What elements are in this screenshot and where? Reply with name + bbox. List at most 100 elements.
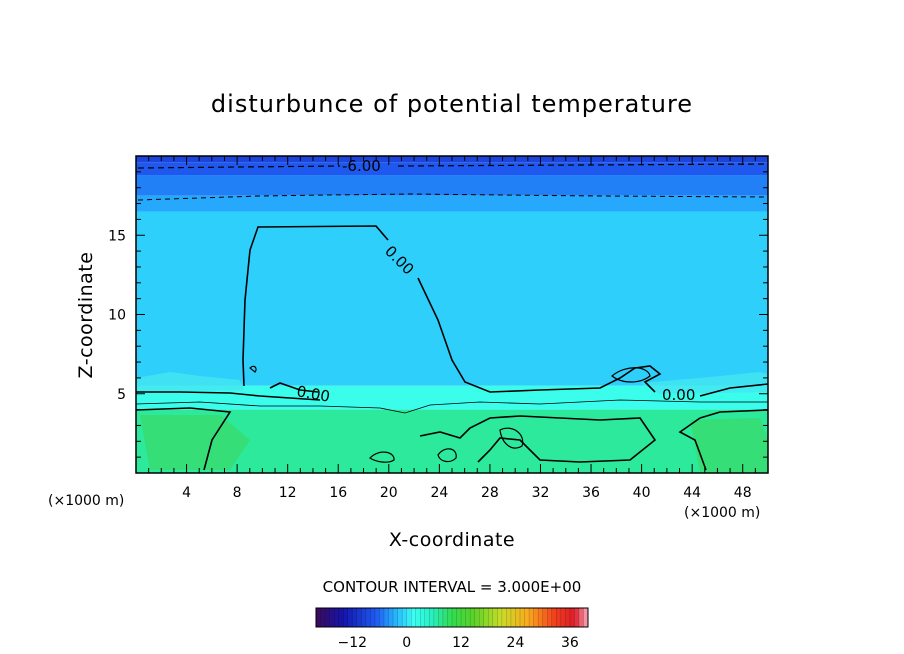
colorbar-swatch bbox=[547, 608, 553, 627]
colorbar-swatch bbox=[565, 608, 571, 627]
axis-ticks bbox=[136, 156, 768, 473]
boundary-fringe bbox=[640, 372, 768, 394]
colorbar-swatch bbox=[488, 608, 494, 627]
x-tick-label: 4 bbox=[182, 485, 191, 501]
x-tick-label: 32 bbox=[532, 485, 550, 501]
x-tick-label: 20 bbox=[380, 485, 398, 501]
colorbar-frame bbox=[315, 607, 589, 628]
colorbar-swatch bbox=[347, 608, 353, 627]
colorbar-swatch bbox=[433, 608, 439, 627]
colorbar-swatch bbox=[574, 608, 580, 627]
y-tick-label: 15 bbox=[108, 228, 126, 244]
colorbar-swatch bbox=[415, 608, 421, 627]
colorbar-swatch bbox=[329, 608, 335, 627]
colorbar-swatch bbox=[492, 608, 498, 627]
colorbar-swatch bbox=[515, 608, 521, 627]
colorbar-tick-label: 12 bbox=[452, 635, 470, 651]
colorbar-swatch bbox=[320, 608, 326, 627]
contour-blob bbox=[249, 365, 257, 373]
x-tick-label: 44 bbox=[683, 485, 701, 501]
colorbar-tick-label: 36 bbox=[561, 635, 579, 651]
colorbar-swatch bbox=[479, 608, 485, 627]
colorbar-swatch bbox=[429, 608, 435, 627]
y-tick-label: 5 bbox=[117, 387, 126, 403]
colorbar-swatch bbox=[524, 608, 530, 627]
colorbar-tick-label: 24 bbox=[507, 635, 525, 651]
colorbar-swatch bbox=[497, 608, 503, 627]
contour-interval-label: CONTOUR INTERVAL = 3.000E+00 bbox=[323, 578, 582, 596]
colorbar-swatch bbox=[361, 608, 367, 627]
colorbar-swatch bbox=[520, 608, 525, 627]
colorbar-swatch bbox=[560, 608, 566, 627]
colorbar-swatch bbox=[456, 608, 462, 627]
surface-warm-patch bbox=[690, 418, 768, 472]
colorbar-tick-label: 0 bbox=[402, 635, 411, 651]
colorbar-swatch bbox=[501, 608, 507, 627]
contour-line-surface bbox=[135, 407, 769, 471]
x-axis-unit: (×1000 m) bbox=[684, 505, 760, 521]
y-tick-label: 10 bbox=[108, 308, 126, 324]
colorbar-swatch bbox=[334, 608, 340, 627]
colorbar-swatch bbox=[474, 608, 480, 627]
contour-lines bbox=[135, 163, 769, 471]
x-tick-label: 16 bbox=[329, 485, 347, 501]
contour-label: -6.00 bbox=[342, 157, 381, 175]
contour-blob bbox=[369, 451, 395, 463]
x-tick-label: 48 bbox=[734, 485, 752, 501]
colorbar-swatch bbox=[370, 608, 376, 627]
colorbar-swatch bbox=[533, 608, 539, 627]
contour-label: 0.00 bbox=[662, 386, 695, 404]
colorbar-swatch bbox=[393, 608, 398, 627]
colorbar-swatch bbox=[397, 608, 403, 627]
x-tick-label: 28 bbox=[481, 485, 499, 501]
colorbar-swatch bbox=[542, 608, 548, 627]
contour-blob bbox=[499, 427, 524, 449]
colorbar: −12 0 12 24 36 bbox=[315, 607, 589, 651]
colorbar-swatch bbox=[411, 608, 417, 627]
colorbar-swatch bbox=[506, 608, 512, 627]
contour-line-zero-dome bbox=[242, 225, 769, 397]
colorbar-swatch bbox=[529, 608, 534, 627]
colorbar-swatch bbox=[402, 608, 408, 627]
x-tick-label: 8 bbox=[233, 485, 242, 501]
field-band bbox=[136, 175, 768, 196]
colorbar-swatch bbox=[556, 608, 562, 627]
colorbar-swatch bbox=[483, 608, 489, 627]
colorbar-swatch bbox=[452, 608, 457, 627]
field-band bbox=[136, 195, 768, 212]
y-axis-unit: (×1000 m) bbox=[48, 493, 124, 509]
colorbar-swatch bbox=[424, 608, 430, 627]
colorbar-tick-label: −12 bbox=[337, 635, 367, 651]
colorbar-swatch bbox=[510, 608, 516, 627]
colorbar-swatch bbox=[420, 608, 426, 627]
contour-line-positive-3 bbox=[135, 399, 768, 414]
colorbar-swatch bbox=[316, 608, 321, 627]
colorbar-swatch bbox=[438, 608, 444, 627]
contour-line-neg6 bbox=[137, 163, 767, 169]
colorbar-swatch bbox=[388, 608, 394, 627]
colorbar-swatch bbox=[365, 608, 371, 627]
colorbar-swatch bbox=[470, 608, 476, 627]
contour-blob bbox=[611, 367, 651, 383]
contour-label: 0.00 bbox=[295, 382, 331, 406]
colorbar-swatch bbox=[338, 608, 344, 627]
colorbar-swatch bbox=[578, 608, 584, 627]
y-axis-label: Z-coordinate bbox=[75, 252, 97, 379]
colorbar-swatch bbox=[352, 608, 358, 627]
colorbar-swatch bbox=[384, 608, 389, 627]
colorbar-swatch bbox=[461, 608, 466, 627]
colorbar-swatch bbox=[343, 608, 349, 627]
surface-warm-patch bbox=[140, 415, 250, 470]
x-axis-label: X-coordinate bbox=[389, 529, 515, 551]
colorbar-swatch bbox=[325, 608, 330, 627]
x-tick-label: 40 bbox=[633, 485, 651, 501]
colorbar-swatch bbox=[551, 608, 557, 627]
colorbar-swatch bbox=[406, 608, 412, 627]
colorbar-swatch bbox=[379, 608, 385, 627]
x-tick-label: 36 bbox=[582, 485, 600, 501]
x-tick-label: 12 bbox=[279, 485, 297, 501]
contour-line-neg3 bbox=[137, 193, 767, 201]
x-tick-label: 24 bbox=[430, 485, 448, 501]
contour-line-zero-low bbox=[136, 382, 321, 401]
